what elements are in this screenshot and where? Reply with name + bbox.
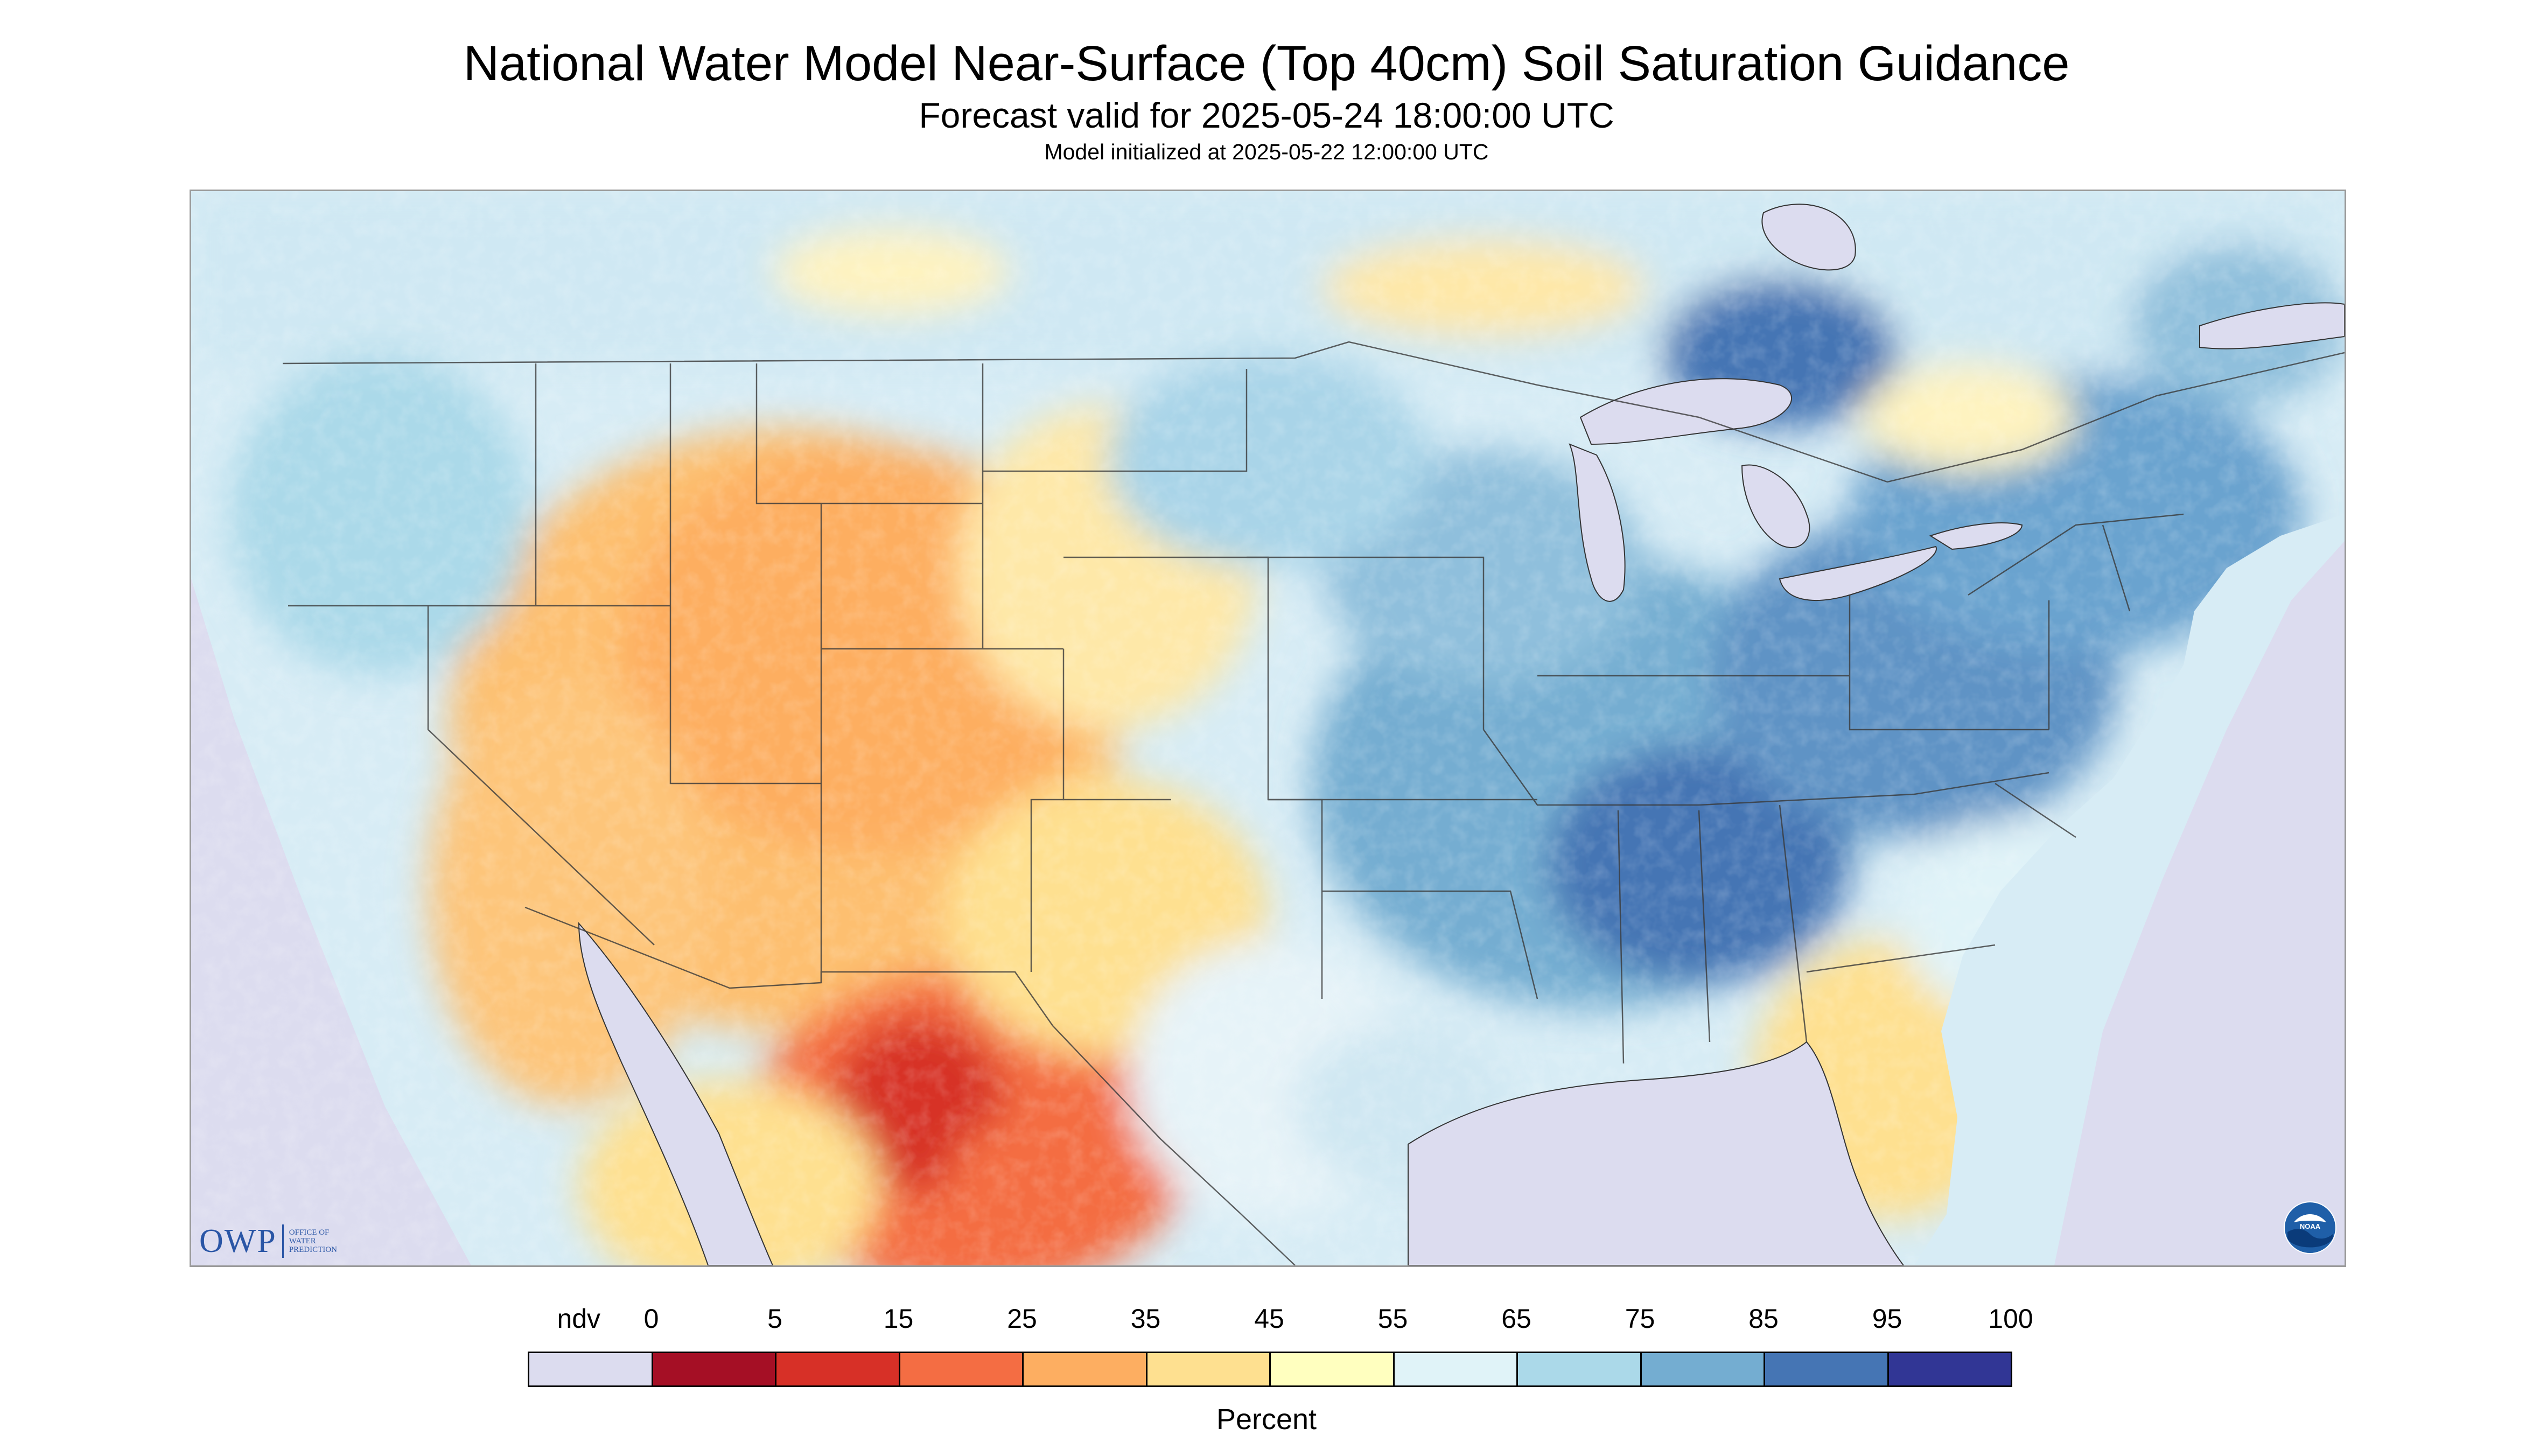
legend-tick-45: 45 [1254,1304,1284,1334]
legend-tick-0: 0 [643,1304,659,1334]
legend-tick-75: 75 [1625,1304,1655,1334]
legend-box-ndv [528,1352,653,1387]
legend-box-11 [1887,1352,2012,1387]
forecast-valid-subtitle: Forecast valid for 2025-05-24 18:00:00 U… [919,95,1614,135]
map-title: National Water Model Near-Surface (Top 4… [463,36,2070,91]
legend-tick-100: 100 [1988,1304,2033,1334]
legend-tick-65: 65 [1501,1304,1531,1334]
model-initialized-line: Model initialized at 2025-05-22 12:00:00… [1044,139,1489,164]
noaa-logo: NOAA [2284,1201,2336,1254]
legend-tick-55: 55 [1377,1304,1408,1334]
legend-box-4 [1022,1352,1147,1387]
great-lakes [1569,378,2023,602]
legend-box-7 [1393,1352,1518,1387]
colorbar-legend: ndv 0 5 15 25 35 45 55 65 75 85 95 100 Percent [0,1298,2533,1438]
legend-tick-5: 5 [767,1304,782,1334]
owp-logo-divider [282,1224,284,1258]
owp-sub-line-3: PREDICTION [289,1245,337,1254]
legend-tick-95: 95 [1872,1304,1902,1334]
legend-box-1 [651,1352,776,1387]
legend-box-2 [775,1352,900,1387]
legend-box-5 [1145,1352,1271,1387]
legend-box-8 [1516,1352,1642,1387]
owp-logo-subtext: OFFICE OF WATER PREDICTION [289,1228,337,1254]
gulf-of-california [578,922,774,1265]
noaa-logo-text: NOAA [2300,1222,2321,1230]
legend-box-3 [898,1352,1024,1387]
boundaries [282,341,2345,1265]
legend-units-label: Percent [1216,1403,1317,1436]
owp-logo-text: OWP [199,1222,277,1259]
legend-box-10 [1764,1352,1889,1387]
legend-tick-15: 15 [883,1304,914,1334]
legend-tick-35: 35 [1130,1304,1161,1334]
legend-tick-85: 85 [1748,1304,1779,1334]
owp-sub-line-1: OFFICE OF [289,1228,330,1237]
legend-label-ndv: ndv [557,1304,601,1334]
legend-box-9 [1640,1352,1765,1387]
hudson-bay [1761,204,1856,271]
legend-box-6 [1269,1352,1395,1387]
owp-sub-line-2: WATER [289,1237,316,1245]
soil-saturation-map [190,190,2346,1267]
legend-tick-25: 25 [1007,1304,1037,1334]
gulf-of-mexico [1408,1041,1905,1265]
owp-logo: OWP OFFICE OF WATER PREDICTION [199,1222,337,1260]
